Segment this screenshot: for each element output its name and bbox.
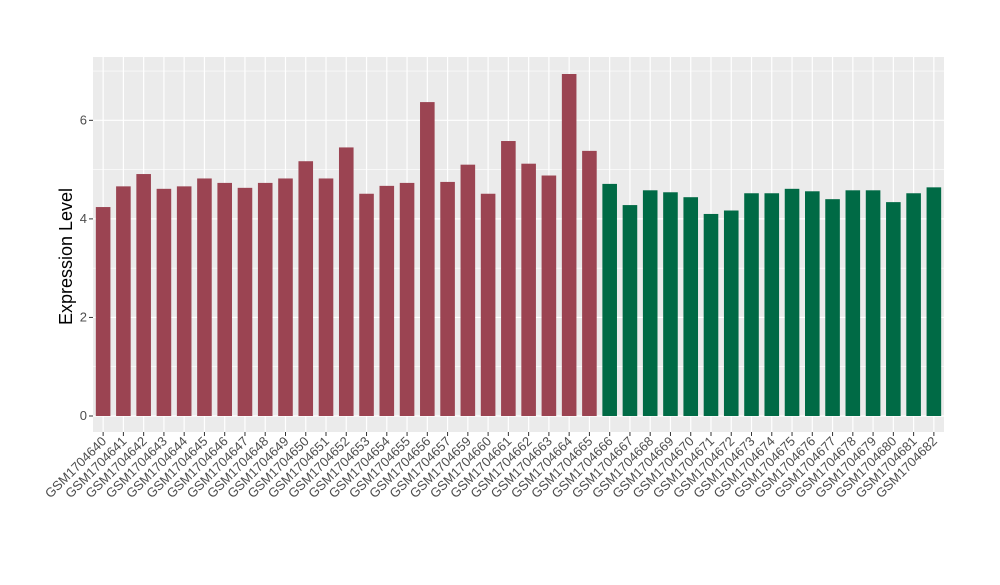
- bar-GSM1704651: [318, 178, 334, 416]
- bar-GSM1704671: [703, 213, 719, 416]
- bar-GSM1704668: [642, 190, 658, 416]
- x-axis: GSM1704640GSM1704641GSM1704642GSM1704643…: [42, 432, 940, 501]
- bar-GSM1704649: [278, 178, 293, 416]
- bar-GSM1704674: [764, 193, 780, 416]
- bar-GSM1704675: [784, 188, 800, 416]
- bar-GSM1704646: [217, 182, 232, 416]
- bar-GSM1704647: [237, 187, 253, 416]
- plot-panel: [93, 57, 944, 432]
- bar-GSM1704659: [460, 164, 476, 416]
- bars: [95, 74, 942, 416]
- bar-GSM1704682: [926, 187, 942, 416]
- bar-GSM1704653: [359, 193, 374, 416]
- bar-GSM1704669: [663, 192, 678, 416]
- bar-GSM1704664: [561, 74, 577, 416]
- bar-GSM1704650: [298, 161, 314, 416]
- bar-GSM1704679: [865, 190, 881, 416]
- bar-GSM1704655: [399, 182, 415, 416]
- bar-GSM1704654: [379, 185, 395, 416]
- bar-GSM1704644: [176, 186, 192, 416]
- bar-GSM1704642: [136, 174, 151, 416]
- y-axis: 0 2 4 6: [80, 112, 93, 423]
- bar-GSM1704673: [744, 193, 759, 416]
- bar-GSM1704648: [257, 182, 273, 416]
- y-axis-label: Expression Level: [56, 188, 76, 325]
- y-tick-label: 2: [80, 309, 87, 324]
- bar-GSM1704681: [906, 193, 921, 416]
- bar-GSM1704677: [825, 199, 840, 416]
- y-tick-label: 4: [80, 211, 87, 226]
- bar-GSM1704678: [845, 190, 861, 416]
- bar-GSM1704661: [501, 141, 516, 416]
- y-tick-label: 0: [80, 408, 87, 423]
- bar-GSM1704667: [622, 205, 638, 416]
- y-tick-label: 6: [80, 112, 87, 127]
- bar-GSM1704676: [805, 191, 820, 416]
- bar-GSM1704657: [440, 181, 455, 416]
- bar-GSM1704666: [602, 183, 617, 416]
- bar-GSM1704652: [338, 147, 354, 416]
- bar-GSM1704662: [521, 163, 536, 416]
- bar-GSM1704672: [723, 210, 739, 416]
- bar-GSM1704643: [156, 188, 172, 416]
- bar-GSM1704670: [683, 197, 699, 416]
- bar-GSM1704641: [116, 186, 131, 416]
- bar-GSM1704665: [582, 150, 597, 416]
- bar-GSM1704663: [541, 175, 557, 416]
- bar-GSM1704645: [197, 178, 212, 416]
- bar-GSM1704680: [886, 202, 901, 416]
- bar-GSM1704640: [95, 207, 111, 416]
- bar-GSM1704656: [420, 102, 435, 416]
- bar-GSM1704660: [480, 193, 496, 416]
